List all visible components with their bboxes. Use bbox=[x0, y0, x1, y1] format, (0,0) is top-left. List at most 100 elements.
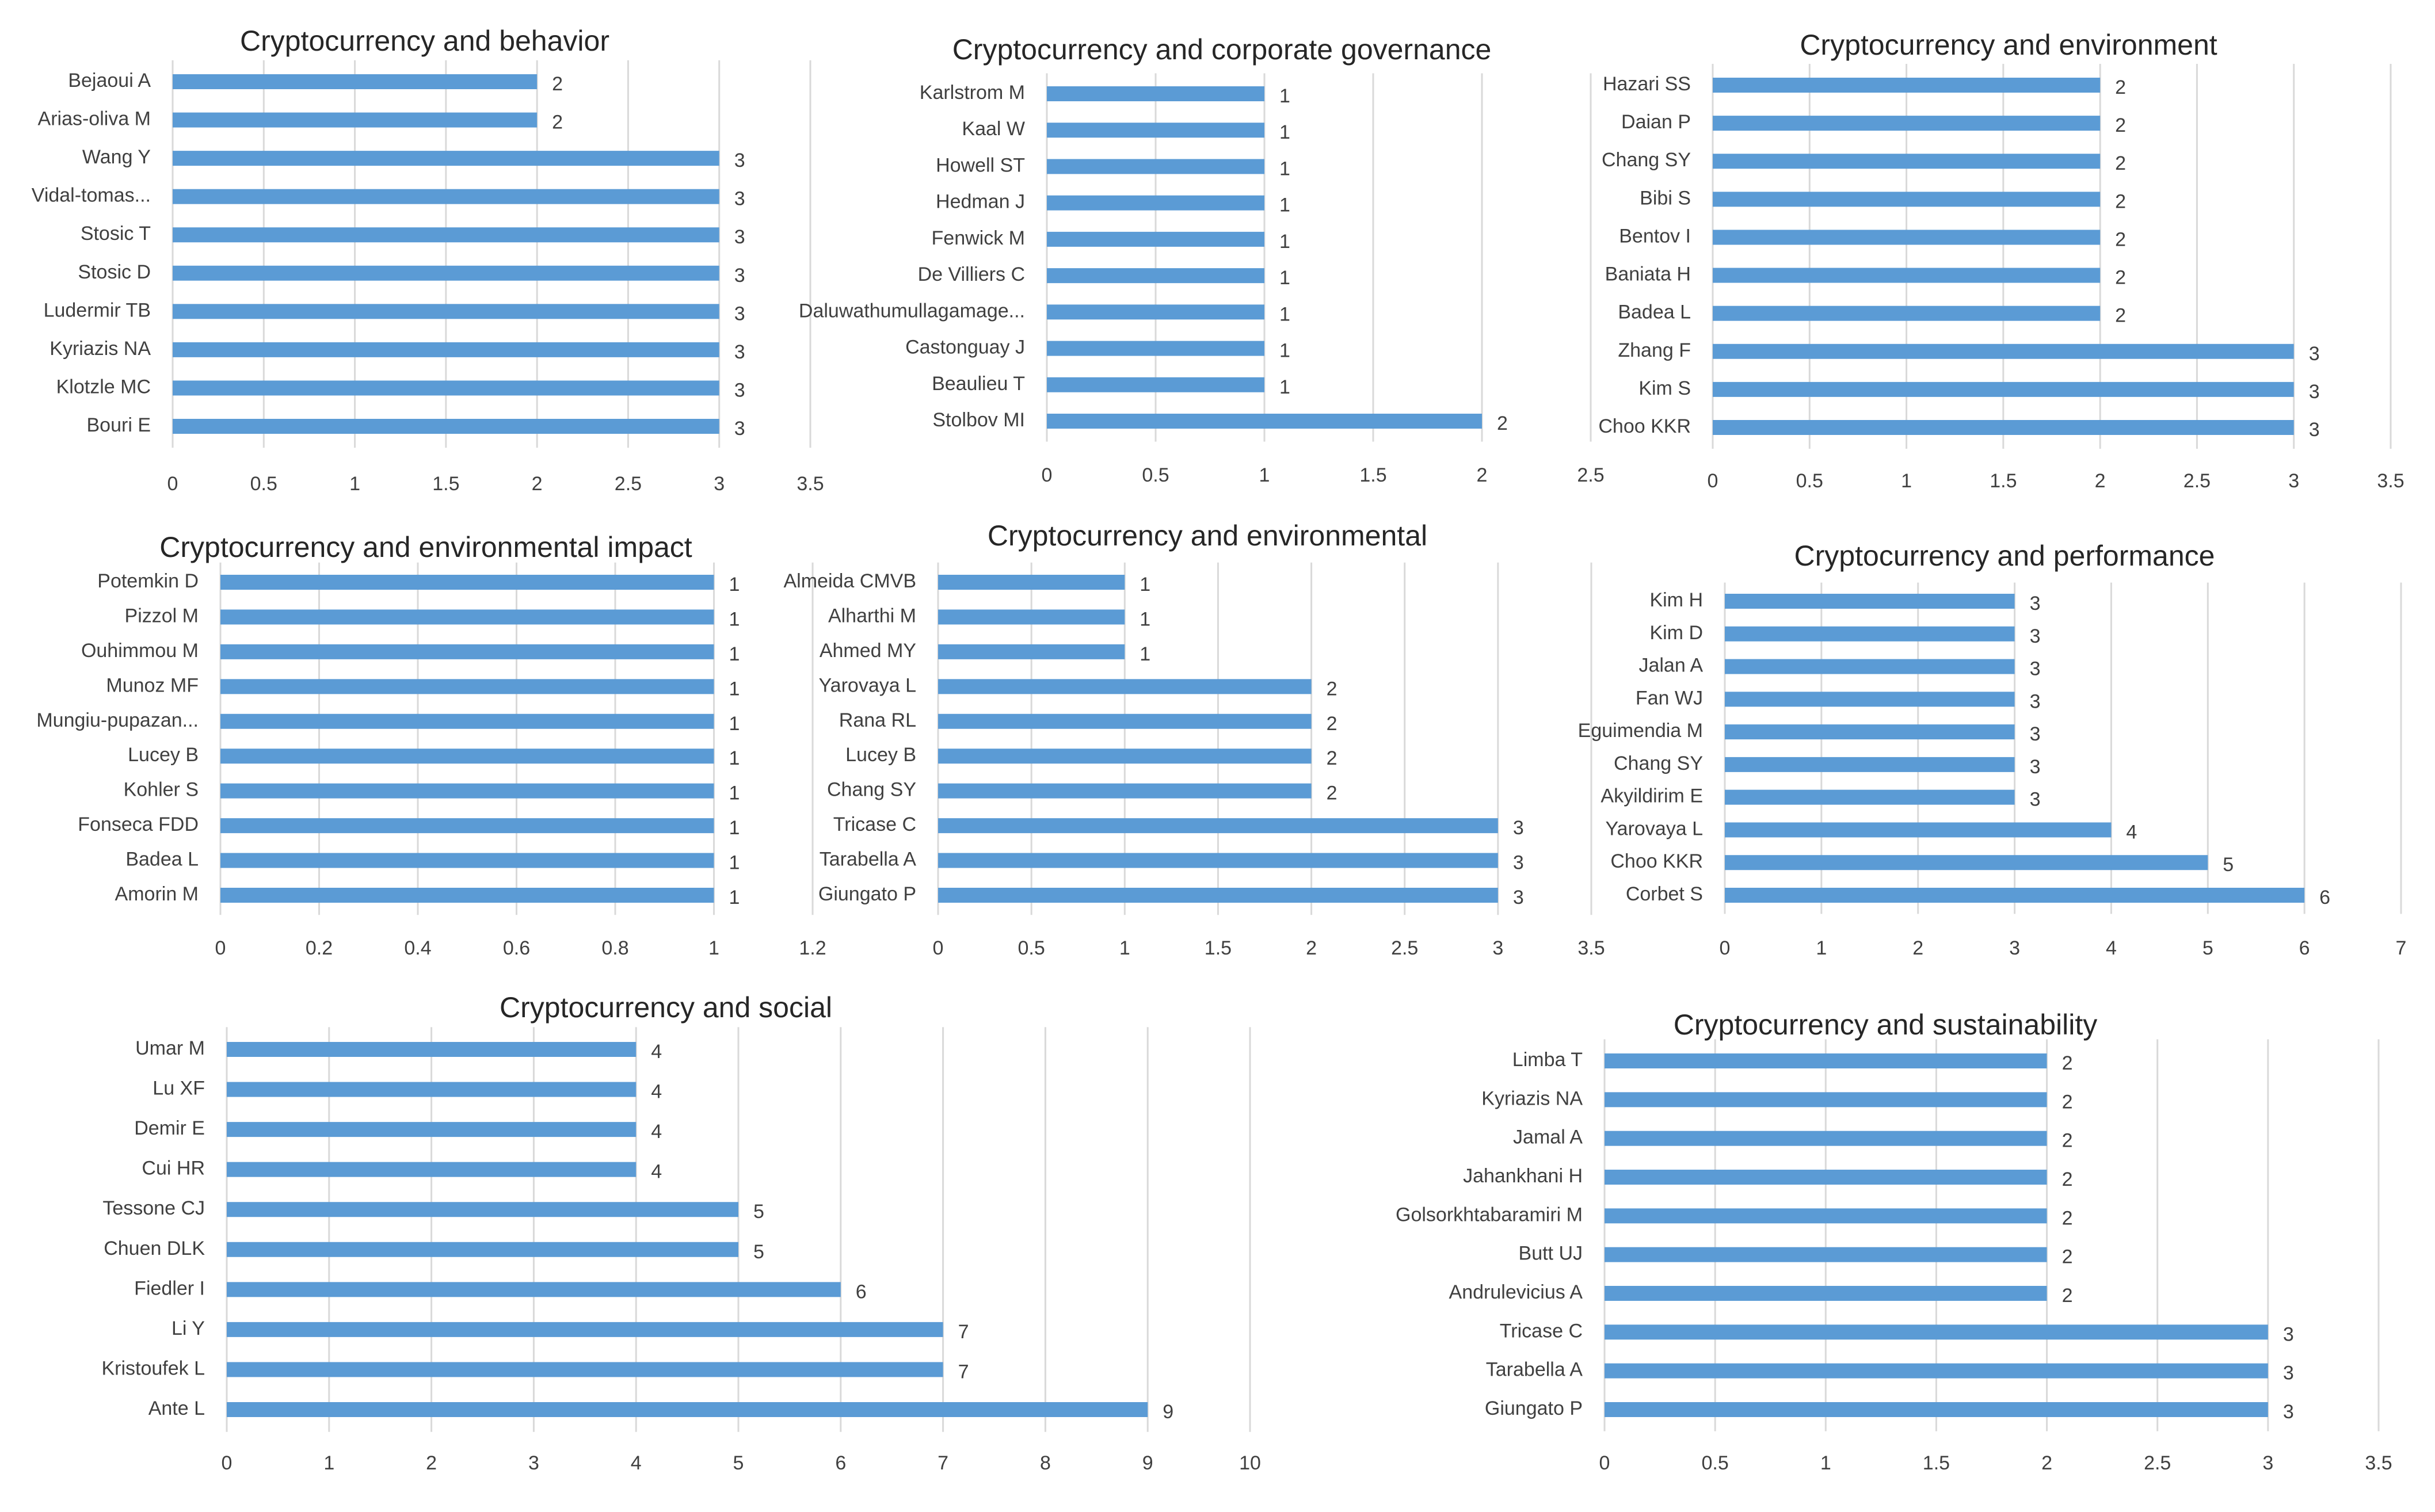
category-label: Hazari SS bbox=[1603, 73, 1691, 95]
category-label: Munoz MF bbox=[106, 674, 199, 696]
category-label: Stosic T bbox=[81, 223, 151, 245]
category-label: De Villiers C bbox=[918, 264, 1025, 285]
bar bbox=[938, 575, 1125, 590]
tick-label: 2 bbox=[426, 1452, 437, 1474]
data-label: 3 bbox=[1513, 887, 1524, 908]
tick-label: 1.5 bbox=[1359, 464, 1386, 486]
tick-label: 3 bbox=[2288, 470, 2299, 492]
category-label: Daluwathumullagamage... bbox=[799, 300, 1025, 322]
category-label: Giungato P bbox=[818, 883, 916, 905]
data-label: 2 bbox=[2062, 1246, 2073, 1268]
bar bbox=[173, 419, 719, 434]
chart-panel: Cryptocurrency and sustainability 0 0.5 1 1.… bbox=[1396, 1009, 2392, 1474]
category-label: Butt UJ bbox=[1519, 1243, 1583, 1265]
data-label: 3 bbox=[734, 226, 745, 248]
category-label: Eguimendia M bbox=[1578, 720, 1703, 742]
data-label: 3 bbox=[734, 341, 745, 363]
data-label: 3 bbox=[734, 150, 745, 171]
data-label: 2 bbox=[2062, 1169, 2073, 1190]
category-label: Baniata H bbox=[1605, 264, 1691, 285]
category-label: Kristoufek L bbox=[101, 1357, 205, 1379]
tick-label: 5 bbox=[2202, 937, 2213, 959]
category-label: Fiedler I bbox=[134, 1277, 205, 1299]
tick-label: 1 bbox=[1820, 1452, 1831, 1474]
category-label: Kim D bbox=[1649, 622, 1703, 644]
data-label: 2 bbox=[2115, 152, 2126, 174]
bar bbox=[1713, 268, 2101, 283]
data-label: 2 bbox=[2115, 228, 2126, 250]
tick-label: 3.5 bbox=[1577, 937, 1605, 959]
data-label: 3 bbox=[2030, 593, 2041, 614]
category-label: Amorin M bbox=[115, 883, 199, 905]
data-label: 4 bbox=[651, 1041, 662, 1063]
tick-label: 3.5 bbox=[2377, 470, 2404, 492]
tick-label: 9 bbox=[1142, 1452, 1153, 1474]
category-label: Kim H bbox=[1649, 589, 1703, 611]
data-label: 6 bbox=[2319, 887, 2330, 908]
category-label: Demir E bbox=[134, 1117, 205, 1139]
bar bbox=[1605, 1324, 2268, 1340]
data-label: 1 bbox=[1279, 303, 1290, 325]
tick-label: 1 bbox=[323, 1452, 334, 1474]
tick-label: 1 bbox=[1119, 937, 1130, 959]
tick-label: 2 bbox=[532, 473, 543, 495]
data-label: 1 bbox=[1279, 231, 1290, 253]
tick-label: 0.5 bbox=[1018, 937, 1045, 959]
category-label: Arias-oliva M bbox=[38, 108, 151, 130]
tick-label: 0.2 bbox=[306, 937, 333, 959]
bar bbox=[1713, 381, 2294, 397]
tick-label: 1.5 bbox=[1990, 470, 2017, 492]
bar bbox=[1725, 659, 2015, 674]
tick-label: 2.5 bbox=[2144, 1452, 2171, 1474]
category-label: Ludermir TB bbox=[44, 299, 151, 321]
data-label: 2 bbox=[2115, 114, 2126, 136]
category-label: Ante L bbox=[148, 1398, 205, 1419]
category-label: Chuen DLK bbox=[104, 1238, 205, 1259]
category-label: Kyriazis NA bbox=[1481, 1087, 1583, 1109]
category-label: Pizzol M bbox=[125, 605, 199, 627]
data-label: 1 bbox=[729, 713, 740, 735]
data-label: 3 bbox=[734, 303, 745, 324]
bar bbox=[227, 1322, 943, 1337]
data-label: 2 bbox=[2115, 267, 2126, 289]
data-label: 5 bbox=[753, 1241, 764, 1263]
bar bbox=[1047, 195, 1264, 211]
category-label: Jamal A bbox=[1513, 1127, 1583, 1148]
bar bbox=[1725, 724, 2015, 740]
chart-panel: Cryptocurrency and environmental impact 0… bbox=[36, 531, 826, 959]
bar bbox=[1725, 757, 2015, 772]
tick-label: 0.5 bbox=[1702, 1452, 1729, 1474]
bar bbox=[1047, 86, 1264, 101]
bar bbox=[227, 1122, 637, 1137]
bar bbox=[1047, 268, 1264, 284]
tick-label: 2 bbox=[2041, 1452, 2052, 1474]
bar bbox=[938, 644, 1125, 659]
chart-panel: Cryptocurrency and social 0 1 2 3 4 5 6 7 8 9 10 Uma… bbox=[101, 991, 1260, 1474]
tick-label: 0.6 bbox=[503, 937, 530, 959]
tick-label: 0.8 bbox=[601, 937, 628, 959]
bar bbox=[1725, 692, 2015, 707]
tick-label: 2 bbox=[1912, 937, 1923, 959]
bar bbox=[1605, 1170, 2047, 1185]
data-label: 2 bbox=[552, 73, 563, 95]
category-label: Lucey B bbox=[128, 744, 199, 766]
tick-label: 0 bbox=[1720, 937, 1731, 959]
bar bbox=[938, 818, 1498, 834]
bar bbox=[1605, 1286, 2047, 1301]
data-label: 2 bbox=[1327, 713, 1337, 735]
data-label: 5 bbox=[2223, 854, 2234, 876]
tick-label: 2.5 bbox=[2184, 470, 2211, 492]
chart-panel: Cryptocurrency and corporate governance 0… bbox=[799, 33, 1605, 486]
data-label: 1 bbox=[1279, 194, 1290, 216]
data-label: 2 bbox=[1327, 678, 1337, 700]
category-label: Lucey B bbox=[845, 744, 916, 766]
chart-panel: Cryptocurrency and environmental 0 0.5 1 1.5… bbox=[783, 520, 1605, 959]
chart-title: Cryptocurrency and environmental impact bbox=[159, 531, 692, 563]
tick-label: 2 bbox=[1477, 464, 1488, 486]
category-label: Jahankhani H bbox=[1463, 1165, 1583, 1187]
category-label: Chang SY bbox=[1614, 753, 1703, 774]
tick-label: 2.5 bbox=[1577, 464, 1604, 486]
category-label: Fan WJ bbox=[1636, 687, 1703, 709]
bar bbox=[227, 1402, 1148, 1417]
data-label: 1 bbox=[1140, 574, 1150, 595]
